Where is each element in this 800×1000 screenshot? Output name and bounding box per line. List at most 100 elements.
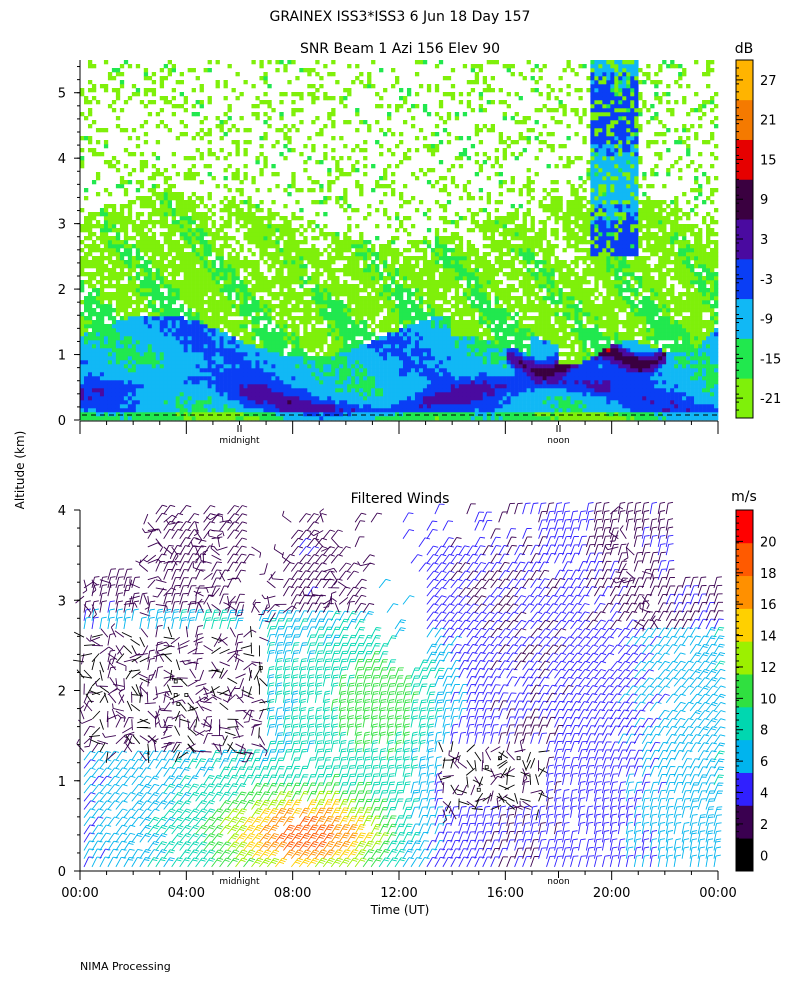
snr-cell — [211, 344, 216, 349]
snr-cell — [179, 308, 184, 313]
snr-cell — [123, 260, 129, 265]
snr-cell — [399, 364, 404, 369]
snr-cell — [91, 376, 97, 381]
snr-cell — [311, 380, 316, 385]
snr-cell — [235, 212, 240, 217]
snr-cell — [315, 384, 320, 389]
snr-cell — [235, 404, 240, 409]
snr-cell — [450, 220, 456, 225]
snr-cell — [179, 384, 184, 389]
snr-cell — [139, 408, 145, 413]
snr-cell — [203, 292, 208, 297]
snr-cell — [426, 144, 432, 149]
snr-cell — [83, 264, 89, 269]
snr-cell — [135, 396, 141, 401]
snr-cell — [355, 316, 360, 321]
snr-cell — [239, 308, 244, 313]
snr-cell — [402, 248, 408, 253]
snr-cell — [331, 268, 336, 273]
snr-cell — [95, 304, 101, 309]
snr-cell — [331, 332, 336, 337]
snr-cell — [271, 224, 276, 229]
snr-cell — [371, 308, 376, 313]
snr-cell — [347, 376, 352, 381]
snr-cell — [183, 208, 188, 213]
snr-cell — [426, 336, 432, 341]
snr-cell — [399, 272, 404, 277]
snr-cell — [446, 324, 452, 329]
snr-cell — [207, 196, 212, 201]
snr-cell — [163, 388, 169, 393]
snr-cell — [203, 240, 208, 245]
snr-cell — [271, 392, 276, 397]
snr-cell — [363, 280, 368, 285]
snr-cell — [211, 292, 216, 297]
snr-cell — [103, 380, 109, 385]
snr-cell — [243, 376, 248, 381]
snr-cell — [215, 268, 220, 273]
snr-cell — [442, 220, 448, 225]
snr-cell — [147, 376, 153, 381]
snr-cell — [231, 332, 236, 337]
snr-cell — [450, 364, 456, 369]
snr-cell — [135, 252, 141, 257]
snr-cell — [426, 364, 432, 369]
snr-cell — [83, 236, 89, 241]
snr-cell — [151, 92, 157, 97]
snr-cell — [115, 284, 121, 289]
snr-cell — [167, 224, 173, 229]
snr-cell — [430, 352, 436, 357]
snr-cell — [267, 396, 272, 401]
snr-cell — [227, 128, 232, 133]
snr-cell — [434, 368, 440, 373]
snr-cell — [199, 84, 204, 89]
snr-cell — [271, 260, 276, 265]
snr-cell — [251, 336, 256, 341]
snr-cell — [159, 280, 165, 285]
snr-cell — [107, 380, 113, 385]
snr-cell — [414, 92, 420, 97]
snr-cell — [331, 148, 336, 153]
snr-cell — [283, 328, 288, 333]
snr-cell — [410, 356, 416, 361]
snr-cell — [442, 284, 448, 289]
snr-cell — [99, 296, 105, 301]
snr-cell — [199, 300, 204, 305]
snr-cell — [402, 324, 408, 329]
snr-cell — [283, 336, 288, 341]
snr-cell — [219, 316, 224, 321]
snr-cell — [303, 280, 308, 285]
snr-cell — [163, 392, 169, 397]
snr-cell — [454, 244, 460, 249]
snr-cell — [347, 352, 352, 357]
snr-cell — [95, 172, 101, 177]
snr-cell — [255, 384, 260, 389]
snr-cell — [135, 264, 141, 269]
snr-cell — [283, 240, 288, 245]
snr-cell — [123, 148, 129, 153]
snr-cell — [303, 352, 308, 357]
snr-cell — [239, 388, 244, 393]
snr-cell — [295, 264, 300, 269]
snr-cell — [219, 304, 224, 309]
snr-cell — [123, 232, 129, 237]
snr-cell — [299, 240, 304, 245]
snr-cell — [247, 232, 252, 237]
snr-cell — [211, 412, 216, 417]
snr-cell — [279, 320, 284, 325]
snr-cell — [339, 416, 344, 421]
snr-cell — [414, 380, 420, 385]
snr-cell — [119, 416, 125, 421]
snr-cell — [235, 168, 240, 173]
snr-cell — [406, 300, 412, 305]
snr-cell — [351, 292, 356, 297]
snr-cell — [131, 340, 137, 345]
snr-cell — [91, 244, 97, 249]
snr-cell — [111, 208, 117, 213]
snr-cell — [371, 388, 376, 393]
snr-cell — [115, 248, 121, 253]
snr-cell — [375, 288, 380, 293]
snr-cell — [227, 64, 232, 69]
snr-cell — [203, 404, 208, 409]
snr-cell — [147, 272, 153, 277]
